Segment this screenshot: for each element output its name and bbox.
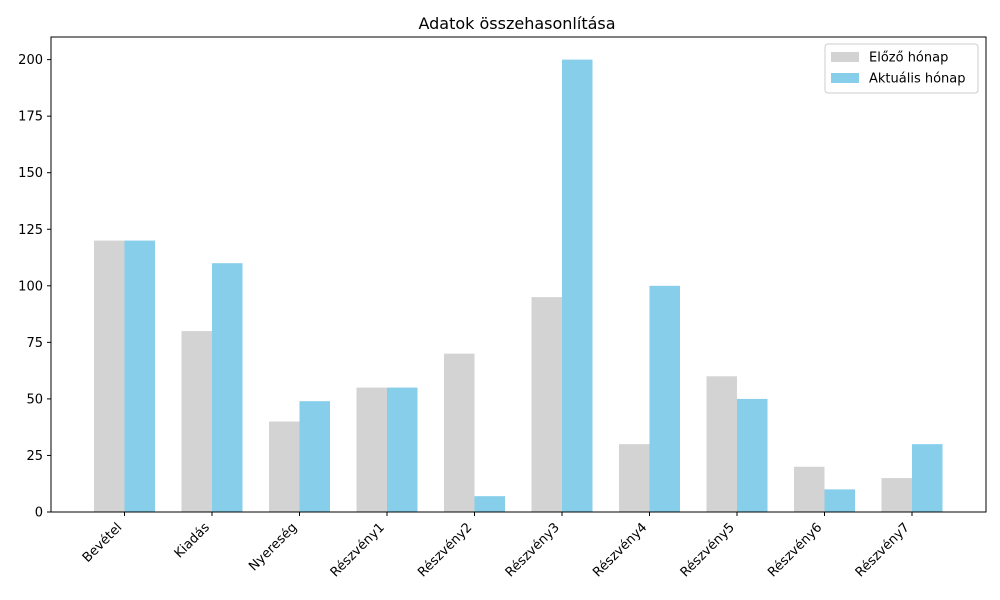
bar-current-7 (737, 398, 768, 512)
x-tick-label-7: Részvény5 (678, 520, 738, 580)
bars-group (94, 59, 943, 513)
bar-previous-5 (531, 297, 562, 512)
bar-previous-4 (444, 353, 475, 512)
x-tick-label-8: Részvény6 (765, 520, 825, 580)
bar-previous-0 (94, 240, 125, 513)
x-tick-label-9: Részvény7 (853, 520, 913, 580)
bar-current-9 (912, 444, 943, 512)
legend: Előző hónap Aktuális hónap (824, 43, 979, 94)
bar-previous-8 (794, 466, 825, 512)
bar-current-5 (562, 59, 593, 512)
x-tick-label-2: Nyereség (246, 520, 300, 574)
x-axis: Bevétel Kiadás Nyereség Részvény1 Részvény2 R… (80, 512, 913, 580)
y-tick-label-5: 125 (18, 223, 43, 238)
y-tick-label-0: 0 (35, 506, 43, 521)
bar-current-6 (649, 285, 680, 512)
bar-current-2 (299, 401, 330, 512)
bar-current-0 (124, 240, 155, 513)
chart-title: Adatok összehasonlítása (418, 14, 615, 33)
x-tick-label-4: Részvény2 (415, 520, 475, 580)
bar-current-8 (824, 489, 855, 512)
bar-previous-3 (356, 387, 387, 512)
bar-current-3 (387, 387, 418, 512)
y-tick-label-8: 200 (18, 53, 43, 68)
legend-box (824, 43, 979, 94)
x-tick-label-3: Részvény1 (328, 520, 388, 580)
bar-current-4 (474, 496, 505, 512)
y-tick-label-1: 25 (26, 449, 43, 464)
y-tick-label-2: 50 (26, 392, 43, 407)
y-tick-label-7: 175 (18, 110, 43, 125)
bar-previous-1 (181, 331, 212, 512)
x-tick-label-5: Részvény3 (503, 520, 563, 580)
legend-swatch-0 (831, 52, 859, 62)
legend-swatch-1 (831, 73, 859, 83)
bar-previous-2 (269, 421, 300, 512)
bar-previous-7 (706, 376, 737, 512)
y-tick-label-4: 100 (18, 279, 43, 294)
y-tick-label-6: 150 (18, 166, 43, 181)
legend-label-1: Aktuális hónap (869, 72, 966, 87)
bar-previous-6 (619, 444, 650, 512)
plot-frame (50, 36, 987, 513)
x-tick-label-0: Bevétel (80, 520, 125, 565)
x-tick-label-6: Részvény4 (590, 520, 650, 580)
bar-current-1 (212, 263, 243, 512)
bar-previous-9 (881, 478, 912, 512)
legend-label-0: Előző hónap (869, 51, 948, 66)
y-axis: 0 25 50 75 100 125 150 175 200 (18, 53, 51, 521)
y-tick-label-3: 75 (26, 336, 43, 351)
x-tick-label-1: Kiadás (172, 520, 213, 561)
